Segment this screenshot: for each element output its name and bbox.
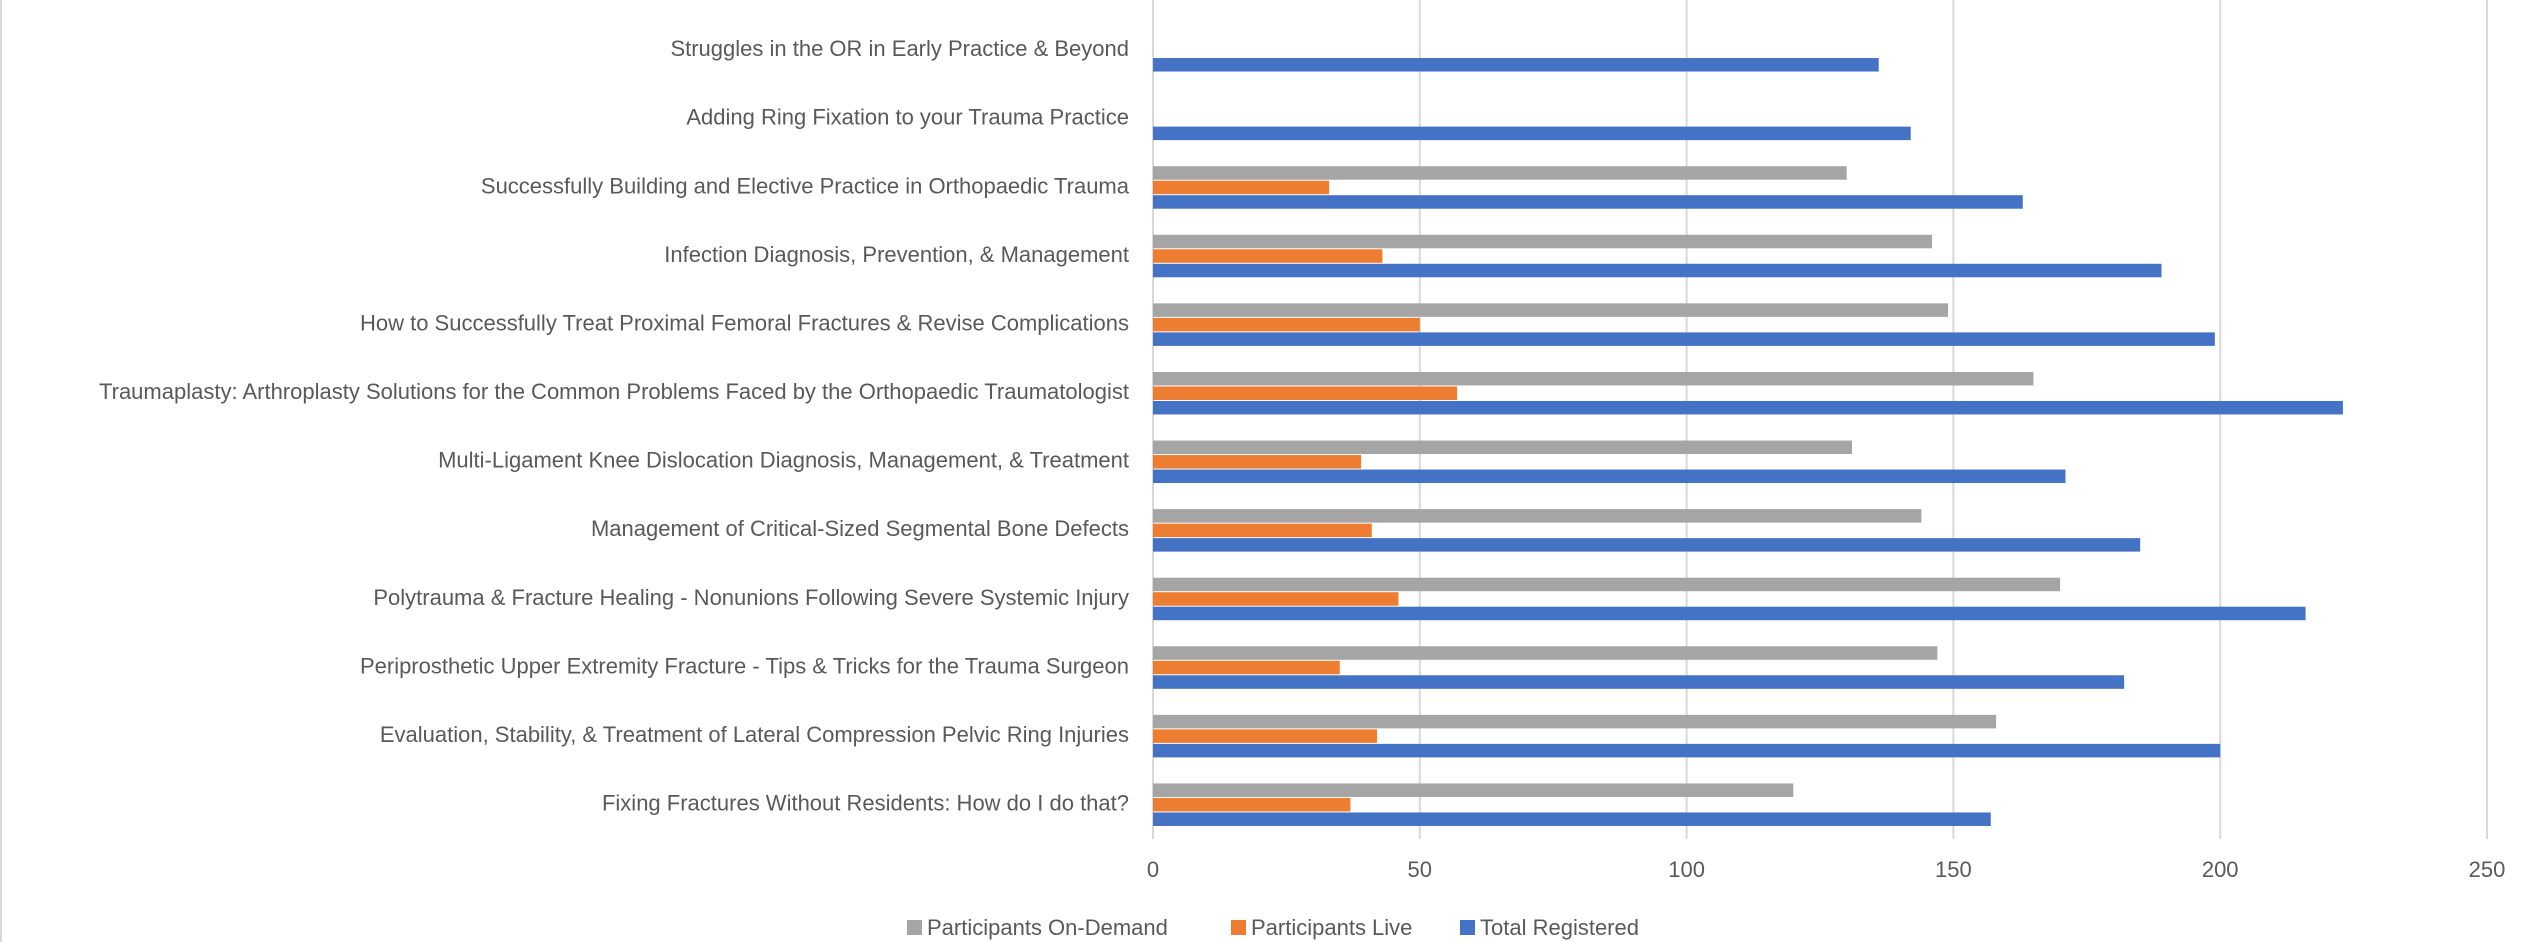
x-tick-label: 50 <box>1408 857 1432 882</box>
bar <box>1153 675 2125 689</box>
bar <box>1153 729 1378 743</box>
y-tick-label: Successfully Building and Elective Pract… <box>481 173 1130 198</box>
bar <box>1153 743 2221 758</box>
bar <box>1153 195 2023 209</box>
bar <box>1153 455 1362 469</box>
y-tick-label: Adding Ring Fixation to your Trauma Prac… <box>686 105 1129 130</box>
x-tick-label: 100 <box>1668 857 1705 882</box>
bar <box>1153 646 1938 660</box>
bar <box>1153 660 1340 675</box>
legend-swatch <box>1231 920 1246 935</box>
bar <box>1153 332 2215 346</box>
legend-label: Total Registered <box>1480 915 1639 940</box>
legend-label: Participants Live <box>1251 915 1412 940</box>
bar <box>1153 606 2306 621</box>
x-tick-label: 0 <box>1147 857 1159 882</box>
legend-swatch <box>1460 920 1475 935</box>
bar <box>1153 797 1351 812</box>
y-tick-label: Periprosthetic Upper Extremity Fracture … <box>360 653 1129 678</box>
legend-swatch <box>907 920 922 935</box>
y-tick-label: Multi-Ligament Knee Dislocation Diagnosi… <box>438 448 1129 473</box>
y-tick-label: Evaluation, Stability, & Treatment of La… <box>380 722 1129 747</box>
bar <box>1153 523 1372 538</box>
y-tick-label: Polytrauma & Fracture Healing - Nonunion… <box>373 585 1129 610</box>
bar <box>1153 783 1794 797</box>
bar <box>1153 126 1911 141</box>
bar <box>1153 386 1458 400</box>
bar <box>1153 58 1879 72</box>
bar <box>1153 400 2343 415</box>
y-tick-label: Struggles in the OR in Early Practice & … <box>670 36 1129 61</box>
legend-label: Participants On-Demand <box>927 915 1168 940</box>
y-tick-label: Traumaplasty: Arthroplasty Solutions for… <box>99 379 1129 404</box>
bar <box>1153 509 1922 523</box>
x-tick-label: 200 <box>2202 857 2239 882</box>
bar <box>1153 249 1383 263</box>
x-tick-label: 250 <box>2469 857 2506 882</box>
bar <box>1153 592 1399 606</box>
bar <box>1153 180 1330 195</box>
bar <box>1153 538 2141 552</box>
y-tick-label: Management of Critical-Sized Segmental B… <box>591 516 1129 541</box>
bar <box>1153 317 1420 332</box>
bar <box>1153 812 1991 826</box>
bar <box>1153 577 2061 592</box>
y-tick-label: Infection Diagnosis, Prevention, & Manag… <box>664 242 1129 267</box>
bar <box>1153 303 1949 317</box>
bar <box>1153 714 1997 729</box>
bar <box>1153 371 2034 386</box>
bar <box>1153 263 2162 278</box>
bar <box>1153 440 1853 455</box>
bar <box>1153 234 1933 249</box>
x-tick-label: 150 <box>1935 857 1972 882</box>
bar <box>1153 166 1847 180</box>
bar <box>1153 469 2066 484</box>
y-tick-label: Fixing Fractures Without Residents: How … <box>602 791 1129 816</box>
y-tick-label: How to Successfully Treat Proximal Femor… <box>360 310 1129 335</box>
